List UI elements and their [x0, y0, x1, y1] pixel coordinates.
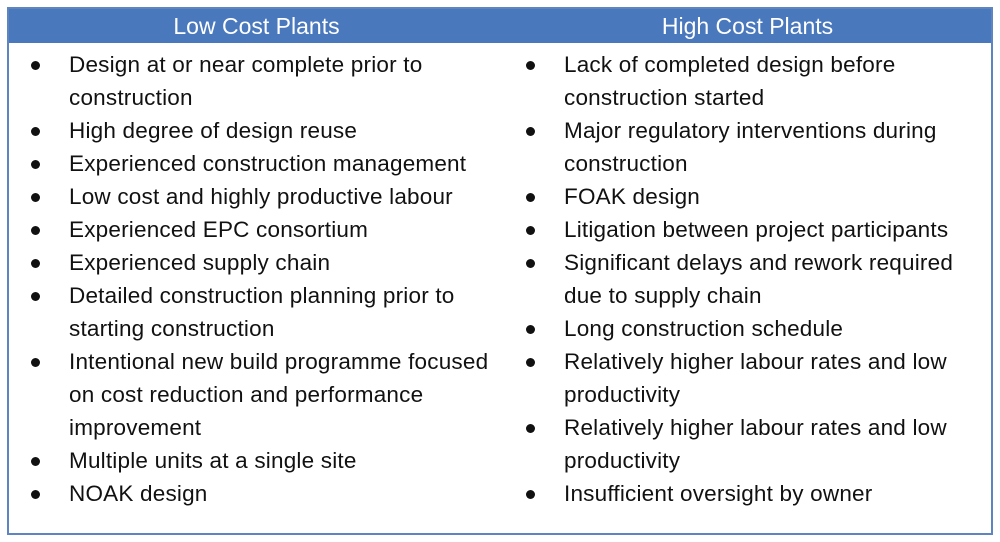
list-item-text: Long construction schedule: [564, 316, 844, 341]
list-item: Design at or near complete prior to cons…: [9, 48, 504, 114]
bullet-icon: [526, 325, 535, 334]
list-item-text: Experienced supply chain: [69, 250, 331, 275]
bullet-icon: [31, 226, 40, 235]
table-header: Low Cost Plants High Cost Plants: [9, 9, 991, 43]
list-item-text: Experienced EPC consortium: [69, 217, 369, 242]
list-item: Relatively higher labour rates and low p…: [504, 345, 991, 411]
list-item-text: Intentional new build programme focused …: [69, 349, 489, 440]
list-item-text: Low cost and highly productive labour: [69, 184, 453, 209]
list-item-text: Experienced construction management: [69, 151, 467, 176]
list-item: High degree of design reuse: [9, 114, 504, 147]
list-item: Multiple units at a single site: [9, 444, 504, 477]
list-item: Experienced construction management: [9, 147, 504, 180]
bullet-icon: [31, 292, 40, 301]
low-cost-header: Low Cost Plants: [173, 12, 340, 39]
list-item: Low cost and highly productive labour: [9, 180, 504, 213]
bullet-icon: [31, 457, 40, 466]
list-item-text: Major regulatory interventions during co…: [564, 118, 937, 176]
list-item-text: Multiple units at a single site: [69, 448, 357, 473]
list-item-text: Relatively higher labour rates and low p…: [564, 415, 947, 473]
list-item: Significant delays and rework required d…: [504, 246, 991, 312]
bullet-icon: [31, 160, 40, 169]
list-item: Lack of completed design before construc…: [504, 48, 991, 114]
low-cost-column: Design at or near complete prior to cons…: [9, 43, 504, 533]
table-body: Design at or near complete prior to cons…: [9, 43, 991, 533]
list-item: Experienced EPC consortium: [9, 213, 504, 246]
list-item-text: Litigation between project participants: [564, 217, 949, 242]
comparison-table: Low Cost Plants High Cost Plants Design …: [7, 7, 993, 535]
list-item-text: Relatively higher labour rates and low p…: [564, 349, 947, 407]
bullet-icon: [526, 127, 535, 136]
list-item: Litigation between project participants: [504, 213, 991, 246]
bullet-icon: [526, 61, 535, 70]
list-item-text: Significant delays and rework required d…: [564, 250, 954, 308]
bullet-icon: [526, 193, 535, 202]
list-item-text: Insufficient oversight by owner: [564, 481, 873, 506]
list-item-text: Detailed construction planning prior to …: [69, 283, 455, 341]
bullet-icon: [31, 61, 40, 70]
bullet-icon: [526, 226, 535, 235]
list-item: Intentional new build programme focused …: [9, 345, 504, 444]
high-cost-column: Lack of completed design before construc…: [504, 43, 991, 533]
list-item: FOAK design: [504, 180, 991, 213]
list-item: Major regulatory interventions during co…: [504, 114, 991, 180]
list-item-text: FOAK design: [564, 184, 701, 209]
high-cost-header: High Cost Plants: [661, 12, 834, 39]
list-item: Detailed construction planning prior to …: [9, 279, 504, 345]
list-item: Insufficient oversight by owner: [504, 477, 991, 510]
bullet-icon: [526, 259, 535, 268]
list-item: Long construction schedule: [504, 312, 991, 345]
list-item-text: Design at or near complete prior to cons…: [69, 52, 423, 110]
low-cost-list: Design at or near complete prior to cons…: [9, 48, 504, 510]
bullet-icon: [526, 424, 535, 433]
list-item-text: Lack of completed design before construc…: [564, 52, 896, 110]
bullet-icon: [31, 193, 40, 202]
bullet-icon: [31, 259, 40, 268]
bullet-icon: [526, 490, 535, 499]
list-item: Relatively higher labour rates and low p…: [504, 411, 991, 477]
list-item: Experienced supply chain: [9, 246, 504, 279]
bullet-icon: [31, 358, 40, 367]
list-item-text: NOAK design: [69, 481, 208, 506]
list-item: NOAK design: [9, 477, 504, 510]
high-cost-list: Lack of completed design before construc…: [504, 48, 991, 510]
bullet-icon: [526, 358, 535, 367]
bullet-icon: [31, 127, 40, 136]
bullet-icon: [31, 490, 40, 499]
list-item-text: High degree of design reuse: [69, 118, 358, 143]
